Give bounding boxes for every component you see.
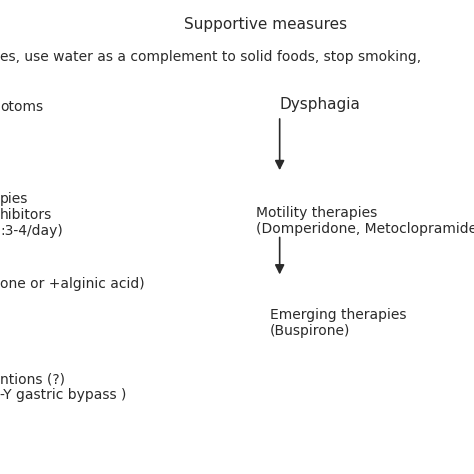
Text: Emerging therapies
(Buspirone): Emerging therapies (Buspirone) [270,308,407,338]
Text: Supportive measures: Supportive measures [184,17,347,32]
Text: Dysphagia: Dysphagia [280,97,361,112]
Text: one or +alginic acid): one or +alginic acid) [0,277,145,292]
Text: ntions (?)
-Y gastric bypass ): ntions (?) -Y gastric bypass ) [0,372,127,402]
Text: Motility therapies
(Domperidone, Metoclopramide): Motility therapies (Domperidone, Metoclo… [256,206,474,237]
Text: pies
hibitors
:3-4/day): pies hibitors :3-4/day) [0,192,63,238]
Text: es, use water as a complement to solid foods, stop smoking,: es, use water as a complement to solid f… [0,50,421,64]
Text: otoms: otoms [0,100,43,114]
